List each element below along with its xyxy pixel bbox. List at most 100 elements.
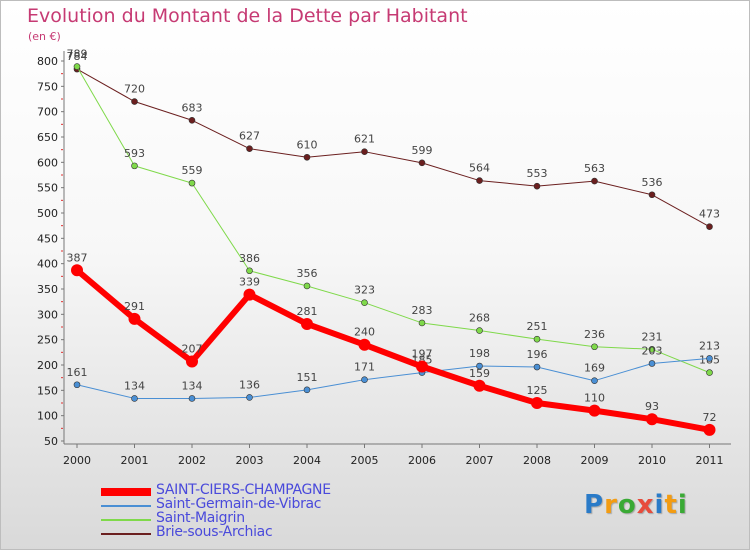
point-saint-maigrin-2008 bbox=[533, 335, 541, 343]
data-label-saint-germain-de-vibrac-2010: 203 bbox=[642, 344, 663, 357]
logo-letter: x bbox=[636, 490, 655, 520]
point-saint-ciers-champagne-2003 bbox=[243, 288, 256, 301]
x-tick-label-2003: 2003 bbox=[236, 454, 264, 467]
point-saint-maigrin-2011 bbox=[706, 369, 713, 376]
data-label-saint-ciers-champagne-2008: 125 bbox=[527, 384, 548, 397]
point-brie-sous-archiac-2009 bbox=[591, 177, 598, 185]
series-line-saint-maigrin bbox=[76, 66, 710, 374]
y-tick-label-400: 400 bbox=[37, 258, 58, 271]
point-saint-maigrin-2006 bbox=[418, 319, 426, 327]
point-saint-maigrin-2010 bbox=[648, 345, 656, 353]
y-tick-label-700: 700 bbox=[37, 106, 58, 119]
data-label-brie-sous-archiac-2000: 784 bbox=[67, 50, 88, 63]
legend-label-saint-germain-de-vibrac: Saint-Germain-de-Vibrac bbox=[156, 496, 322, 512]
x-tick-label-2002: 2002 bbox=[178, 454, 206, 467]
data-label-brie-sous-archiac-2004: 610 bbox=[297, 138, 318, 151]
point-saint-germain-de-vibrac-2001 bbox=[131, 395, 138, 402]
data-label-saint-maigrin-2002: 559 bbox=[182, 164, 203, 177]
point-saint-germain-de-vibrac-2007 bbox=[476, 362, 483, 370]
data-label-saint-germain-de-vibrac-2008: 196 bbox=[527, 348, 548, 361]
chart-unit: (en €) bbox=[28, 30, 61, 43]
y-tick-label-750: 750 bbox=[37, 80, 58, 93]
y-tick-label-450: 450 bbox=[37, 232, 58, 245]
point-saint-ciers-champagne-2002 bbox=[186, 355, 198, 368]
data-label-saint-ciers-champagne-2007: 159 bbox=[469, 367, 490, 380]
data-label-brie-sous-archiac-2005: 621 bbox=[354, 133, 375, 146]
logo-letter: r bbox=[604, 490, 618, 520]
data-label-brie-sous-archiac-2002: 683 bbox=[182, 101, 203, 114]
point-saint-maigrin-2009 bbox=[591, 343, 598, 351]
data-label-brie-sous-archiac-2001: 720 bbox=[124, 83, 145, 96]
logo-letter: i bbox=[677, 490, 688, 520]
data-label-brie-sous-archiac-2006: 599 bbox=[412, 144, 433, 157]
data-label-brie-sous-archiac-2010: 536 bbox=[642, 176, 663, 189]
data-label-saint-ciers-champagne-2002: 207 bbox=[182, 342, 203, 355]
point-saint-germain-de-vibrac-2011 bbox=[706, 355, 713, 362]
data-label-saint-maigrin-2001: 593 bbox=[124, 147, 145, 160]
y-tick-label-150: 150 bbox=[37, 384, 58, 397]
x-tick-label-2007: 2007 bbox=[466, 454, 494, 467]
data-label-saint-maigrin-2006: 283 bbox=[412, 304, 433, 317]
data-label-saint-germain-de-vibrac-2007: 198 bbox=[469, 347, 490, 360]
point-brie-sous-archiac-2004 bbox=[303, 153, 311, 161]
series-line-saint-ciers-champagne bbox=[74, 267, 713, 433]
data-label-saint-germain-de-vibrac-2011: 213 bbox=[699, 339, 720, 352]
y-tick-label-500: 500 bbox=[37, 207, 58, 220]
legend-label-brie-sous-archiac: Brie-sous-Archiac bbox=[156, 524, 273, 540]
y-tick-label-600: 600 bbox=[37, 156, 58, 169]
x-tick-label-2000: 2000 bbox=[63, 454, 91, 467]
point-brie-sous-archiac-2007 bbox=[476, 177, 483, 184]
point-saint-germain-de-vibrac-2002 bbox=[188, 395, 196, 402]
point-brie-sous-archiac-2001 bbox=[131, 98, 138, 105]
legend-swatch-saint-maigrin bbox=[101, 519, 151, 521]
logo-letter: P bbox=[584, 490, 605, 520]
point-saint-ciers-champagne-2005 bbox=[358, 338, 371, 351]
data-label-saint-germain-de-vibrac-2003: 136 bbox=[239, 378, 260, 391]
point-saint-maigrin-2002 bbox=[188, 179, 196, 187]
point-saint-maigrin-2000 bbox=[73, 63, 81, 70]
x-tick-label-2009: 2009 bbox=[581, 454, 609, 467]
legend-swatch-saint-ciers-champagne bbox=[101, 488, 151, 496]
point-brie-sous-archiac-2008 bbox=[533, 182, 541, 190]
data-label-saint-ciers-champagne-2003: 339 bbox=[239, 276, 260, 289]
data-label-saint-germain-de-vibrac-2009: 169 bbox=[584, 362, 605, 375]
data-label-saint-germain-de-vibrac-2001: 134 bbox=[124, 379, 145, 392]
data-label-saint-ciers-champagne-2000: 387 bbox=[67, 251, 88, 264]
x-tick-label-2006: 2006 bbox=[408, 454, 436, 467]
data-label-saint-maigrin-2000: 789 bbox=[67, 48, 88, 61]
data-label-brie-sous-archiac-2009: 563 bbox=[584, 162, 605, 175]
point-saint-maigrin-2004 bbox=[303, 282, 311, 290]
data-label-brie-sous-archiac-2003: 627 bbox=[239, 130, 260, 143]
data-label-saint-maigrin-2009: 236 bbox=[584, 328, 605, 341]
data-label-saint-maigrin-2007: 268 bbox=[469, 312, 490, 325]
point-saint-maigrin-2007 bbox=[476, 327, 483, 334]
point-saint-maigrin-2005 bbox=[361, 299, 368, 306]
y-tick-label-100: 100 bbox=[37, 410, 58, 423]
y-tick-label-800: 800 bbox=[37, 55, 58, 68]
y-tick-label-550: 550 bbox=[37, 182, 58, 195]
series-line-brie-sous-archiac bbox=[76, 68, 710, 228]
data-label-saint-maigrin-2010: 231 bbox=[642, 330, 663, 343]
point-brie-sous-archiac-2010 bbox=[648, 191, 656, 199]
point-saint-germain-de-vibrac-2004 bbox=[303, 386, 311, 394]
point-saint-germain-de-vibrac-2000 bbox=[73, 381, 81, 389]
point-saint-germain-de-vibrac-2005 bbox=[361, 376, 368, 383]
x-tick-label-2008: 2008 bbox=[523, 454, 551, 467]
y-tick-label-250: 250 bbox=[37, 334, 58, 347]
point-brie-sous-archiac-2005 bbox=[361, 148, 368, 155]
legend-swatch-saint-germain-de-vibrac bbox=[101, 505, 151, 507]
point-saint-ciers-champagne-2001 bbox=[128, 312, 141, 325]
y-tick-label-650: 650 bbox=[37, 131, 58, 144]
x-tick-label-2001: 2001 bbox=[121, 454, 149, 467]
series-line-saint-germain-de-vibrac bbox=[76, 357, 710, 399]
data-label-saint-maigrin-2003: 386 bbox=[239, 252, 260, 265]
legend-label-saint-ciers-champagne: SAINT-CIERS-CHAMPAGNE bbox=[156, 482, 331, 498]
data-label-saint-germain-de-vibrac-2002: 134 bbox=[182, 379, 203, 392]
data-label-saint-maigrin-2008: 251 bbox=[527, 320, 548, 333]
data-label-saint-maigrin-2005: 323 bbox=[354, 284, 375, 297]
point-saint-ciers-champagne-2010 bbox=[646, 413, 658, 426]
y-tick-label-50: 50 bbox=[44, 435, 58, 448]
point-saint-germain-de-vibrac-2009 bbox=[591, 377, 598, 385]
x-tick-label-2005: 2005 bbox=[351, 454, 379, 467]
